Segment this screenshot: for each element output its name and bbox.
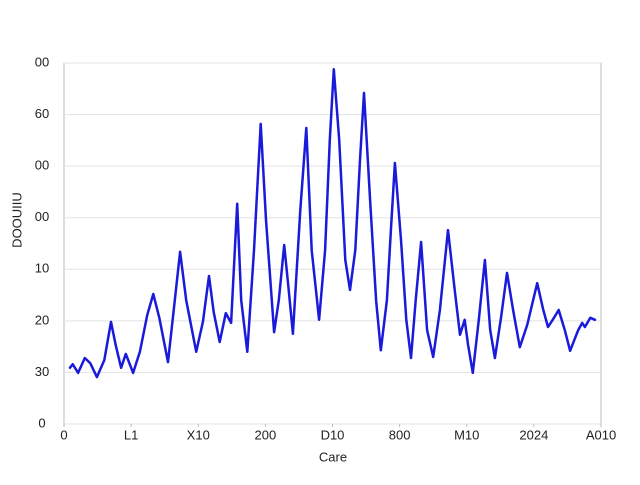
y-tick-label: 00 [35,158,49,173]
y-tick-label: 60 [35,106,49,121]
plot-frame [63,62,602,425]
x-axis-label: Care [319,449,347,464]
x-tick-label: X10 [187,427,210,442]
line-series [68,67,597,379]
y-tick-label: 30 [35,364,49,379]
y-tick-label: 0 [38,415,45,430]
y-tick-label: 20 [35,312,49,327]
x-tick-label: A010 [586,427,616,442]
y-tick-label: 10 [35,261,49,276]
y-tick-label: 00 [35,209,49,224]
x-tick-label: 0 [60,427,67,442]
x-tick-label: 800 [389,427,411,442]
x-tick-label: 200 [255,427,277,442]
x-tick-label: L1 [124,427,138,442]
y-tick-label: 00 [35,54,49,69]
x-tick-label: 2024 [519,427,548,442]
y-axis-label: DOOUIIU [9,192,24,248]
x-tick-label: M10 [454,427,479,442]
x-tick-label: D10 [321,427,345,442]
